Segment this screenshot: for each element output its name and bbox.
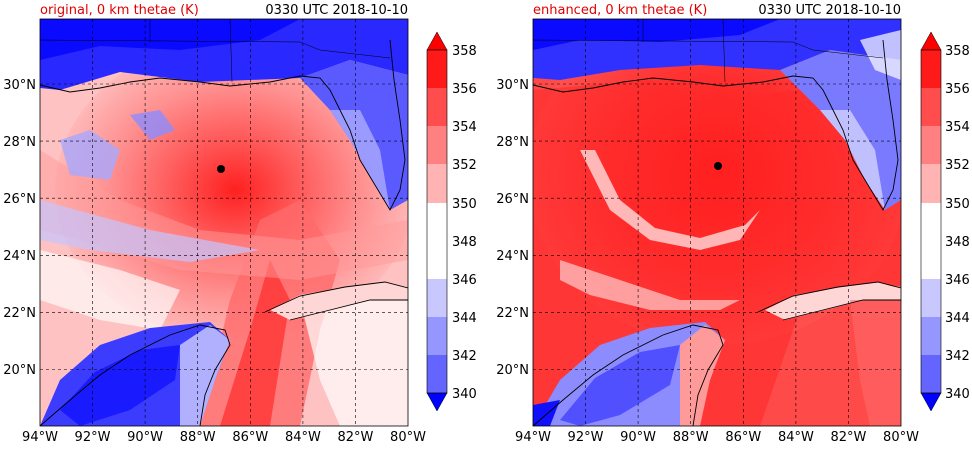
y-tick-label: 20°N [3, 363, 36, 378]
y-tick-label: 30°N [496, 78, 529, 93]
colorbar-tick: 344 [452, 311, 477, 326]
colorbar-tick: 356 [945, 82, 970, 97]
x-tick-label: 84°W [285, 430, 321, 445]
panel-original-title: original, 0 km thetae (K) [40, 3, 199, 18]
colorbar-tick: 358 [945, 44, 970, 59]
colorbar-tick: 342 [452, 349, 477, 364]
x-tick-label: 82°W [337, 430, 373, 445]
x-tick-label: 90°W [127, 430, 163, 445]
y-tick-label: 22°N [496, 306, 529, 321]
colorbar-tick: 350 [452, 197, 477, 212]
colorbar-tick: 352 [945, 158, 970, 173]
colorbar-tick: 346 [945, 273, 970, 288]
colorbar-original: 358 356 354 352 350 348 346 344 342 340 [426, 31, 477, 412]
panel-enhanced-time: 0330 UTC 2018-10-10 [758, 3, 901, 18]
colorbar-tick: 344 [945, 311, 970, 326]
colorbar-tick: 346 [452, 273, 477, 288]
x-tick-label: 90°W [620, 430, 656, 445]
x-tick-label: 94°W [515, 430, 551, 445]
colorbar-tick: 350 [945, 197, 970, 212]
colorbar-tick: 356 [452, 82, 477, 97]
colorbar-tick: 358 [452, 44, 477, 59]
y-tick-label: 28°N [3, 135, 36, 150]
panel-enhanced-title: enhanced, 0 km thetae (K) [533, 3, 707, 18]
y-tick-label: 26°N [496, 192, 529, 207]
colorbar-tick: 352 [452, 158, 477, 173]
y-tick-label: 20°N [496, 363, 529, 378]
panel-enhanced-x-ticks: 94°W 92°W 90°W 88°W 86°W 84°W 82°W 80°W [515, 430, 919, 445]
x-tick-label: 92°W [568, 430, 604, 445]
y-tick-label: 30°N [3, 78, 36, 93]
y-tick-label: 24°N [496, 249, 529, 264]
x-tick-label: 86°W [232, 430, 268, 445]
storm-center-marker-original [217, 165, 225, 173]
x-tick-label: 84°W [778, 430, 814, 445]
panel-original-y-ticks: 20°N 22°N 24°N 26°N 28°N 30°N [3, 78, 36, 378]
storm-center-marker-enhanced [714, 162, 722, 170]
x-tick-label: 86°W [725, 430, 761, 445]
panel-enhanced: enhanced, 0 km thetae (K) 0330 UTC 2018-… [496, 3, 970, 445]
y-tick-label: 24°N [3, 249, 36, 264]
y-tick-label: 26°N [3, 192, 36, 207]
colorbar-enhanced: 358 356 354 352 350 348 346 344 342 340 [920, 31, 970, 412]
x-tick-label: 88°W [673, 430, 709, 445]
colorbar-tick: 348 [945, 235, 970, 250]
colorbar-tick: 340 [945, 387, 970, 402]
panel-enhanced-y-ticks: 20°N 22°N 24°N 26°N 28°N 30°N [496, 78, 529, 378]
panel-original-map [40, 19, 408, 426]
colorbar-tick: 342 [945, 349, 970, 364]
panel-original: original, 0 km thetae (K) 0330 UTC 2018-… [3, 3, 477, 445]
colorbar-tick: 354 [945, 120, 970, 135]
panel-original-x-ticks: 94°W 92°W 90°W 88°W 86°W 84°W 82°W 80°W [22, 430, 426, 445]
y-tick-label: 28°N [496, 135, 529, 150]
x-tick-label: 80°W [883, 430, 919, 445]
colorbar-tick: 348 [452, 235, 477, 250]
colorbar-tick: 354 [452, 120, 477, 135]
y-tick-label: 22°N [3, 306, 36, 321]
colorbar-tick: 340 [452, 387, 477, 402]
x-tick-label: 94°W [22, 430, 58, 445]
x-tick-label: 82°W [830, 430, 866, 445]
panel-enhanced-map [533, 19, 901, 426]
panel-original-time: 0330 UTC 2018-10-10 [265, 3, 408, 18]
x-tick-label: 92°W [75, 430, 111, 445]
x-tick-label: 80°W [390, 430, 426, 445]
x-tick-label: 88°W [180, 430, 216, 445]
